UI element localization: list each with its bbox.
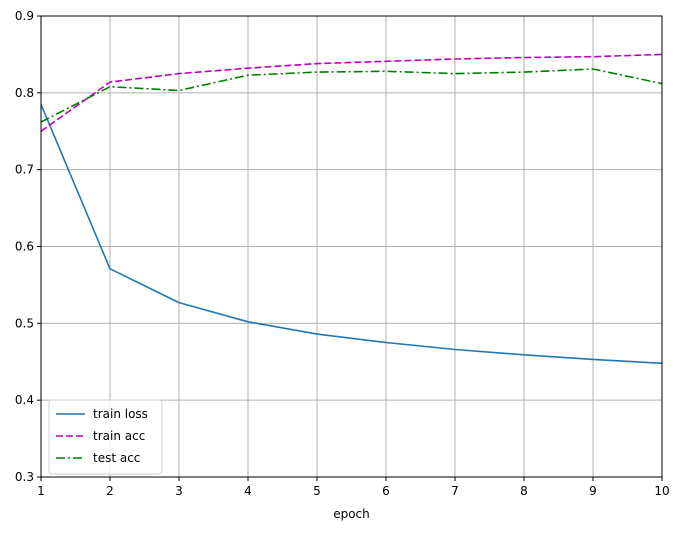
legend-box bbox=[48, 399, 163, 475]
legend-label: train acc bbox=[93, 429, 145, 443]
x-tick-label: 10 bbox=[654, 484, 669, 498]
x-tick-label: 9 bbox=[589, 484, 597, 498]
y-tick-label: 0.9 bbox=[15, 9, 34, 23]
x-tick-label: 5 bbox=[313, 484, 321, 498]
x-axis-label: epoch bbox=[333, 507, 370, 521]
series-group bbox=[40, 53, 663, 365]
series-line-train-acc bbox=[40, 53, 663, 132]
y-tick-label: 0.6 bbox=[15, 240, 34, 254]
series-line-test-acc bbox=[40, 68, 663, 123]
y-tick-label: 0.7 bbox=[15, 163, 34, 177]
legend: train loss train acc test acc bbox=[48, 399, 163, 475]
legend-label: test acc bbox=[93, 451, 140, 465]
series-line-train-loss bbox=[40, 104, 663, 365]
x-tick-label: 7 bbox=[451, 484, 459, 498]
y-tick-label: 0.4 bbox=[15, 393, 34, 407]
y-tick-label: 0.3 bbox=[15, 470, 34, 484]
x-tick-label: 1 bbox=[37, 484, 45, 498]
x-tick-label: 3 bbox=[175, 484, 183, 498]
x-tick-label: 2 bbox=[106, 484, 114, 498]
y-tick-label: 0.5 bbox=[15, 316, 34, 330]
axis-ticks: 1 2 3 4 5 6 7 8 9 10 0.3 0.4 0.5 0.6 0.7 0.8 0.9 bbox=[15, 9, 670, 498]
x-tick-label: 6 bbox=[382, 484, 390, 498]
x-tick-label: 8 bbox=[520, 484, 528, 498]
x-tick-label: 4 bbox=[244, 484, 252, 498]
legend-label: train loss bbox=[93, 407, 148, 421]
y-tick-label: 0.8 bbox=[15, 86, 34, 100]
